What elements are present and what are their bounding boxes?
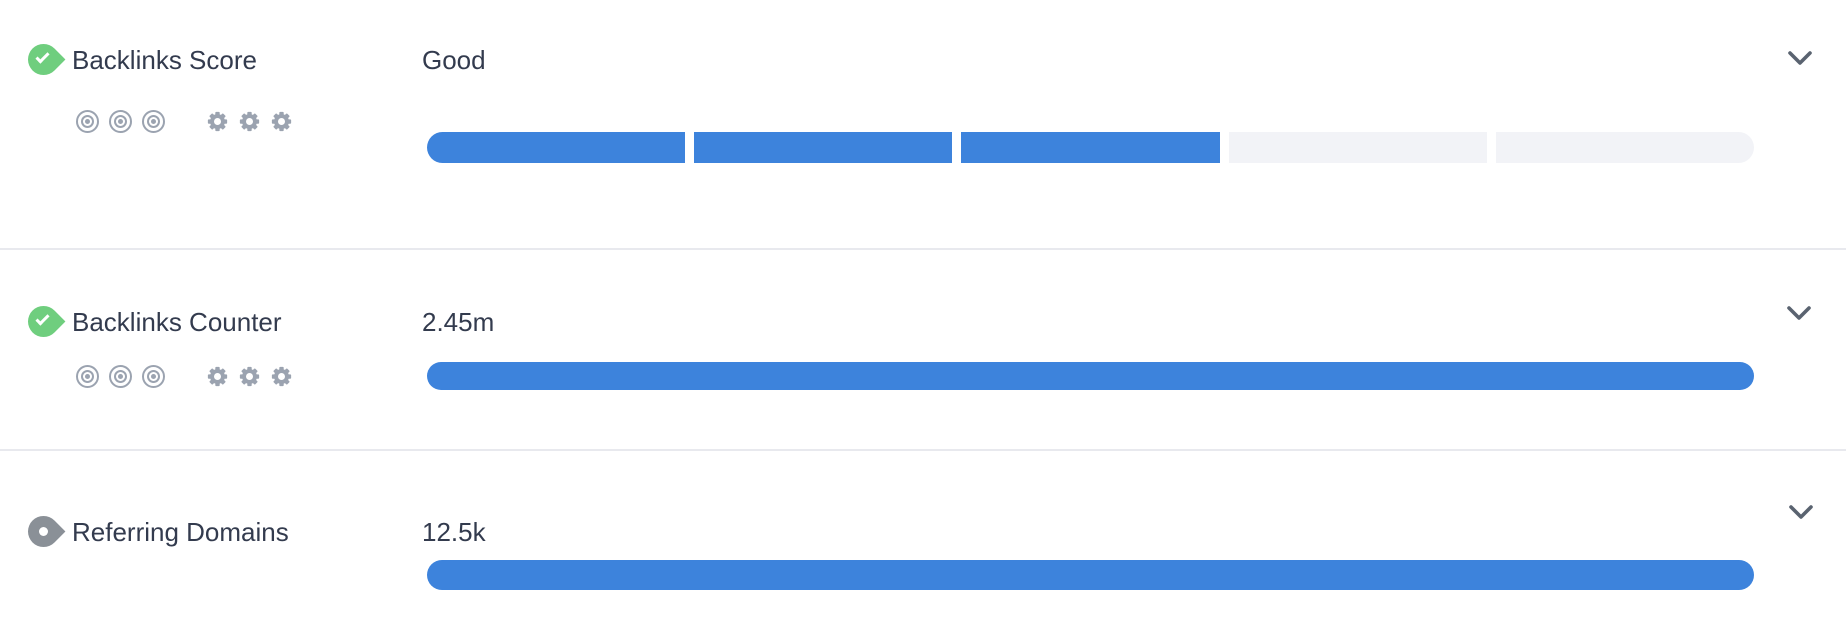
- status-check-pin-icon: [21, 37, 66, 82]
- tool-icons-group: [76, 365, 303, 388]
- metric-label: Backlinks Counter: [72, 307, 282, 337]
- target-icon[interactable]: [142, 365, 165, 388]
- gear-icon[interactable]: [271, 111, 292, 132]
- metric-row-backlinks-counter: Backlinks Counter 2.45m: [0, 250, 1846, 451]
- gear-icon[interactable]: [239, 366, 260, 387]
- tool-icons-group: [76, 110, 303, 133]
- target-icon[interactable]: [109, 110, 132, 133]
- metric-label: Backlinks Score: [72, 45, 257, 75]
- bar-segment-empty: [1495, 132, 1755, 163]
- metric-label: Referring Domains: [72, 517, 289, 547]
- chevron-down-icon[interactable]: [1784, 303, 1814, 324]
- bar-segment-filled: [427, 132, 686, 163]
- target-icon[interactable]: [76, 365, 99, 388]
- gear-icon[interactable]: [239, 111, 260, 132]
- status-dot-pin-icon: [21, 509, 66, 554]
- target-icon[interactable]: [109, 365, 132, 388]
- counter-bar-fill: [427, 362, 1754, 390]
- target-icon[interactable]: [76, 110, 99, 133]
- bar-segment-filled: [961, 132, 1220, 163]
- bar-segment-filled: [694, 132, 953, 163]
- counter-bar: [427, 362, 1754, 390]
- target-icon[interactable]: [142, 110, 165, 133]
- chevron-down-icon[interactable]: [1785, 48, 1815, 69]
- score-segment-bar: [427, 132, 1755, 163]
- pin-dot: [39, 527, 48, 536]
- bar-segment-empty: [1228, 132, 1487, 163]
- gear-icon[interactable]: [207, 366, 228, 387]
- metric-row-referring-domains: Referring Domains 12.5k: [0, 451, 1846, 636]
- metric-value: 2.45m: [422, 307, 495, 337]
- gear-icon[interactable]: [271, 366, 292, 387]
- metric-value: Good: [422, 45, 486, 75]
- status-check-pin-icon: [21, 299, 66, 344]
- metric-row-backlinks-score: Backlinks Score Good: [0, 0, 1846, 250]
- chevron-down-icon[interactable]: [1786, 502, 1816, 523]
- metric-value: 12.5k: [422, 517, 486, 547]
- referring-domains-bar: [427, 560, 1754, 590]
- referring-domains-bar-fill: [427, 560, 1754, 590]
- gear-icon[interactable]: [207, 111, 228, 132]
